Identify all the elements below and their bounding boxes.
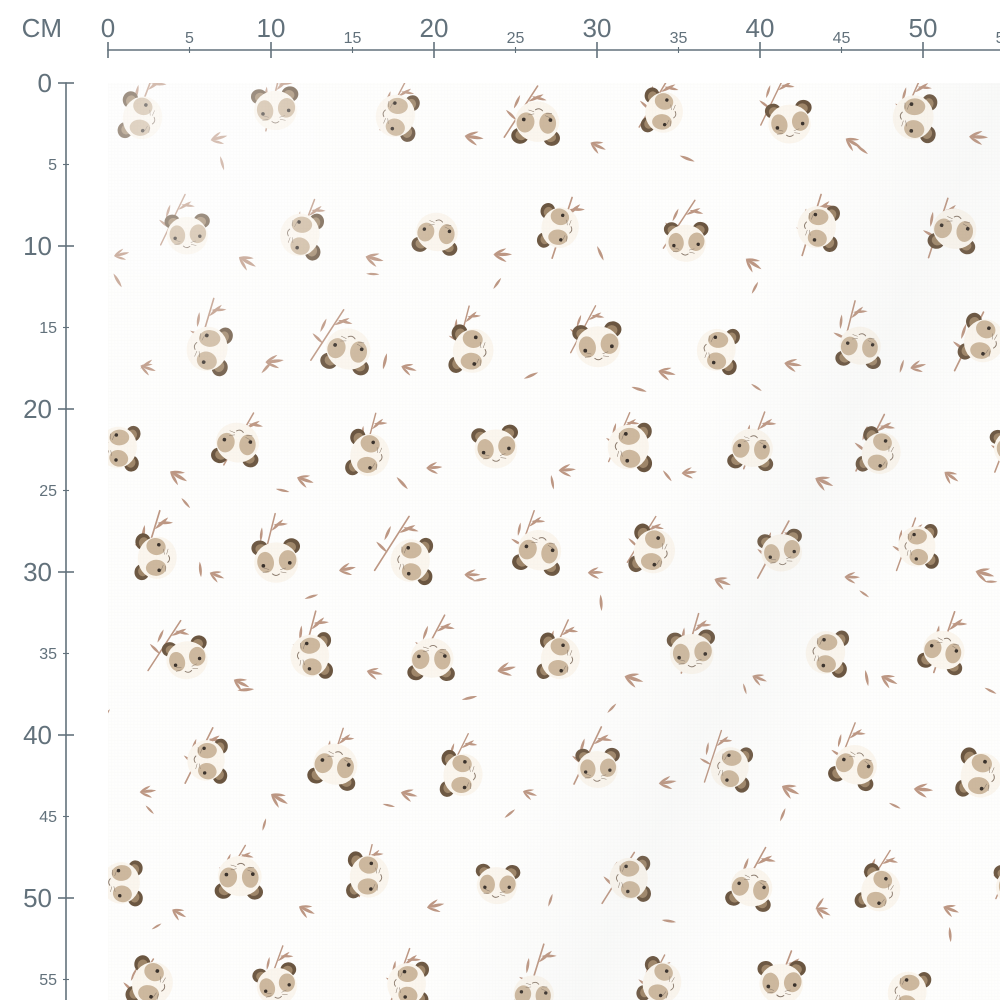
svg-text:10: 10 [257,13,286,43]
svg-text:40: 40 [23,720,52,750]
svg-text:55: 55 [996,30,1000,47]
svg-text:50: 50 [23,883,52,913]
svg-text:40: 40 [746,13,775,43]
svg-text:35: 35 [670,30,688,47]
svg-text:5: 5 [185,30,194,47]
svg-text:35: 35 [39,646,57,663]
svg-text:30: 30 [23,557,52,587]
svg-text:45: 45 [833,30,851,47]
svg-text:20: 20 [420,13,449,43]
svg-text:25: 25 [507,30,525,47]
svg-text:55: 55 [39,972,57,989]
svg-text:50: 50 [909,13,938,43]
svg-text:15: 15 [344,30,362,47]
svg-text:15: 15 [39,320,57,337]
svg-text:20: 20 [23,394,52,424]
svg-text:0: 0 [101,13,115,43]
svg-text:10: 10 [23,231,52,261]
svg-text:CM: CM [22,13,62,43]
svg-text:25: 25 [39,483,57,500]
svg-text:30: 30 [583,13,612,43]
svg-text:45: 45 [39,809,57,826]
svg-text:5: 5 [48,157,57,174]
svg-text:0: 0 [38,68,52,98]
